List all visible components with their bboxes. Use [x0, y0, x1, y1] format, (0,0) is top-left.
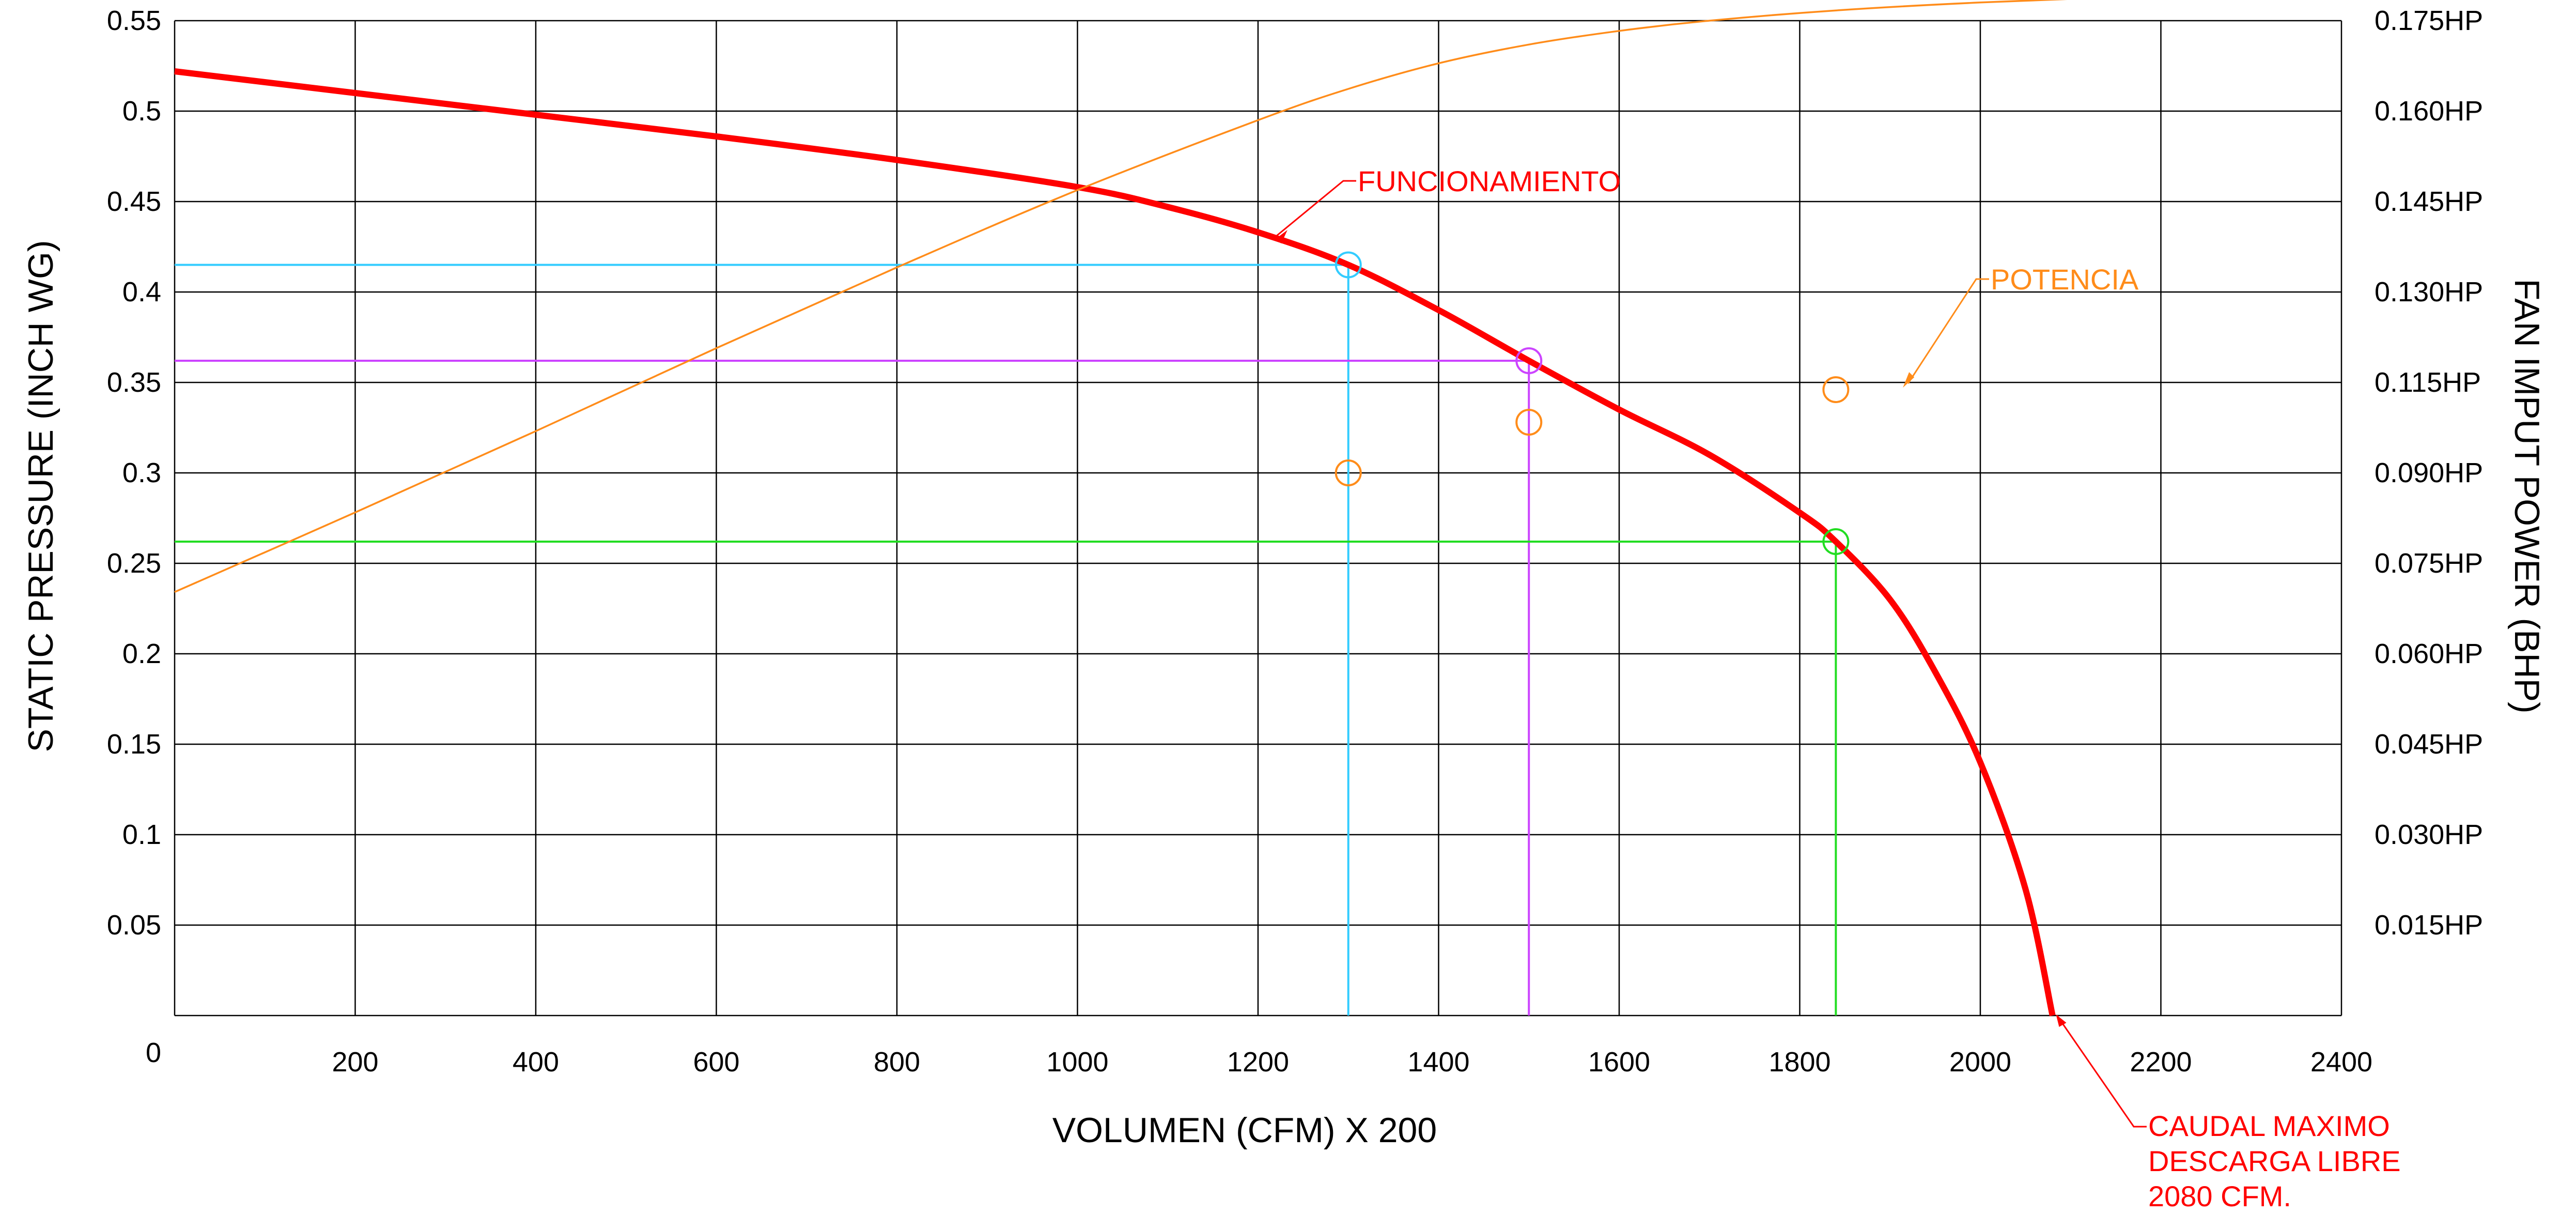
- caudal-arrowhead: [2056, 1015, 2067, 1027]
- marker-layer: [1334, 251, 1850, 555]
- y2-tick-label: 0.075HP: [2375, 548, 2483, 579]
- potencia-arrowhead: [1903, 372, 1915, 388]
- x-tick-label: 2000: [1949, 1047, 2011, 1078]
- x-tick-label: 800: [874, 1047, 920, 1078]
- series-layer: [174, 0, 2065, 1017]
- caudal-label-line: 2080 CFM.: [2148, 1180, 2291, 1212]
- x-tick-label: 1200: [1227, 1047, 1289, 1078]
- power-point-marker: [1515, 409, 1543, 436]
- y-tick-label: 0.05: [107, 910, 161, 941]
- y-tick-label: 0.3: [122, 457, 161, 488]
- y-tick-label: 0.35: [107, 367, 161, 398]
- potencia-leader: [1907, 278, 1989, 384]
- x-tick-label: 1600: [1588, 1047, 1650, 1078]
- funcionamiento-arrowhead: [1275, 230, 1287, 243]
- tick-labels: 200 400 600 800 1000 1200 1400 1600 1800 2000 2200…: [107, 5, 2483, 1078]
- y2-tick-label: 0.145HP: [2375, 186, 2483, 217]
- reference-lines: [175, 264, 1837, 1016]
- caudal-label-line: DESCARGA LIBRE: [2148, 1145, 2401, 1177]
- funcionamiento-label: FUNCIONAMIENTO: [1358, 165, 1621, 197]
- x-tick-label: 1000: [1046, 1047, 1108, 1078]
- x-tick-label: 2200: [2130, 1047, 2192, 1078]
- x-tick-label: 400: [513, 1047, 559, 1078]
- y2-tick-label: 0.030HP: [2375, 819, 2483, 850]
- funcionamiento-curve: [174, 68, 2056, 1017]
- reference-point-marker: [1334, 251, 1362, 279]
- y2-tick-label: 0.015HP: [2375, 910, 2483, 941]
- y2-tick-label: 0.130HP: [2375, 276, 2483, 308]
- y2-tick-label: 0.060HP: [2375, 638, 2483, 669]
- annotations: FUNCIONAMIENTO POTENCIA CAUDAL MAXIMODESCA…: [1275, 165, 2401, 1212]
- x-tick-label: 2400: [2310, 1047, 2372, 1078]
- y2-axis-title: FAN IMPUT POWER (BHP): [2507, 279, 2547, 713]
- x-tick-label: 600: [693, 1047, 739, 1078]
- power-point-marker: [1334, 459, 1362, 486]
- potencia-label: POTENCIA: [1991, 263, 2139, 296]
- y2-tick-label: 0.090HP: [2375, 457, 2483, 488]
- y2-tick-label: 0.160HP: [2375, 96, 2483, 127]
- x-tick-label: 1800: [1768, 1047, 1830, 1078]
- y2-tick-label: 0.045HP: [2375, 729, 2483, 760]
- funcionamiento-leader: [1275, 180, 1356, 237]
- y-tick-label: 0.15: [107, 729, 161, 760]
- y-tick-label: 0.45: [107, 186, 161, 217]
- y-tick-label: 0.25: [107, 548, 161, 579]
- caudal-leader: [2056, 1015, 2147, 1128]
- y2-tick-label: 0.115HP: [2375, 367, 2481, 398]
- reference-point-marker: [1822, 528, 1850, 555]
- y-tick-label: 0.2: [122, 638, 161, 669]
- potencia-curve: [174, 0, 2065, 593]
- y-tick-label: 0.1: [122, 819, 161, 850]
- power-point-marker: [1822, 376, 1850, 403]
- y-tick-label: 0.5: [122, 96, 161, 127]
- x-axis-title: VOLUMEN (CFM) X 200: [1052, 1111, 1437, 1150]
- y-tick-label: 0.4: [122, 276, 161, 308]
- reference-point-marker: [1515, 347, 1543, 374]
- y-tick-label: 0.55: [107, 5, 161, 36]
- x-tick-label: 1400: [1407, 1047, 1469, 1078]
- caudal-label-line: CAUDAL MAXIMO: [2148, 1110, 2390, 1142]
- y-tick-label: 0: [146, 1037, 161, 1068]
- x-tick-label: 200: [332, 1047, 378, 1078]
- y-axis-title: STATIC PRESSURE (INCH WG): [21, 240, 60, 752]
- y2-tick-label: 0.175HP: [2375, 5, 2483, 36]
